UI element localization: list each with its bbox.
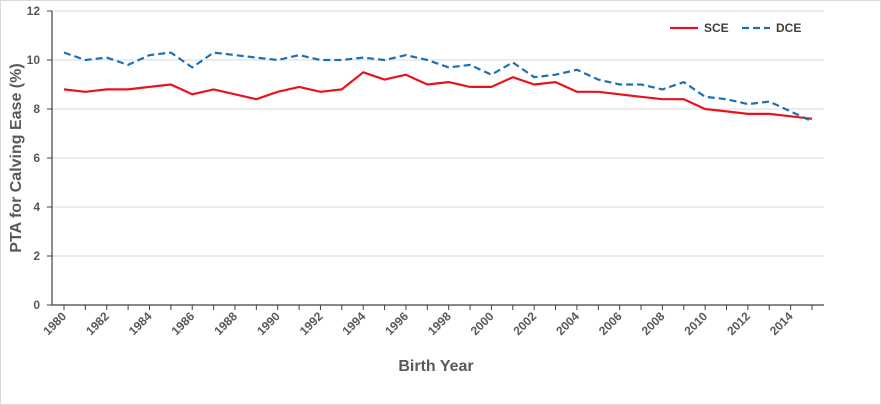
legend: SCE DCE xyxy=(670,21,801,35)
x-tick-label: 2008 xyxy=(639,309,668,338)
x-tick-label: 1996 xyxy=(382,309,411,338)
x-tick-label: 2000 xyxy=(468,309,497,338)
y-tick-label: 2 xyxy=(33,249,40,263)
x-tick-label: 2004 xyxy=(553,309,582,338)
x-tick-label: 2014 xyxy=(767,309,796,338)
x-tick-label: 1988 xyxy=(211,309,240,338)
y-tick-label: 0 xyxy=(33,298,40,312)
series-line-dce xyxy=(63,51,813,123)
y-tick-label: 10 xyxy=(27,53,41,67)
series-lines xyxy=(63,51,813,123)
x-tick-label: 2002 xyxy=(511,309,540,338)
x-tick-label: 1992 xyxy=(297,309,326,338)
gridlines xyxy=(52,10,824,257)
x-tick-label: 1980 xyxy=(40,309,69,338)
x-tick-label: 1998 xyxy=(425,309,454,338)
x-axis-ticks: 1980 1982 1984 1986 1988 1990 1992 1994 1996 1998… xyxy=(40,305,813,338)
x-tick-label: 2006 xyxy=(596,309,625,338)
legend-label-sce: SCE xyxy=(704,21,729,35)
y-axis-ticks: 0 2 4 6 8 10 12 xyxy=(27,4,52,312)
x-tick-label: 1994 xyxy=(340,309,369,338)
series-line-sce xyxy=(63,71,813,120)
x-tick-label: 1984 xyxy=(126,309,155,338)
x-tick-label: 1982 xyxy=(83,309,112,338)
x-tick-label: 2010 xyxy=(681,309,710,338)
y-axis-title: PTA for Calving Ease (%) xyxy=(8,63,25,252)
y-tick-label: 8 xyxy=(33,102,40,116)
y-tick-label: 6 xyxy=(33,151,40,165)
x-tick-label: 2012 xyxy=(724,309,753,338)
x-axis-title: Birth Year xyxy=(398,358,473,375)
x-tick-label: 1990 xyxy=(254,309,283,338)
legend-label-dce: DCE xyxy=(776,21,801,35)
y-tick-label: 4 xyxy=(33,200,40,214)
x-tick-label: 1986 xyxy=(169,309,198,338)
y-tick-label: 12 xyxy=(27,4,41,18)
